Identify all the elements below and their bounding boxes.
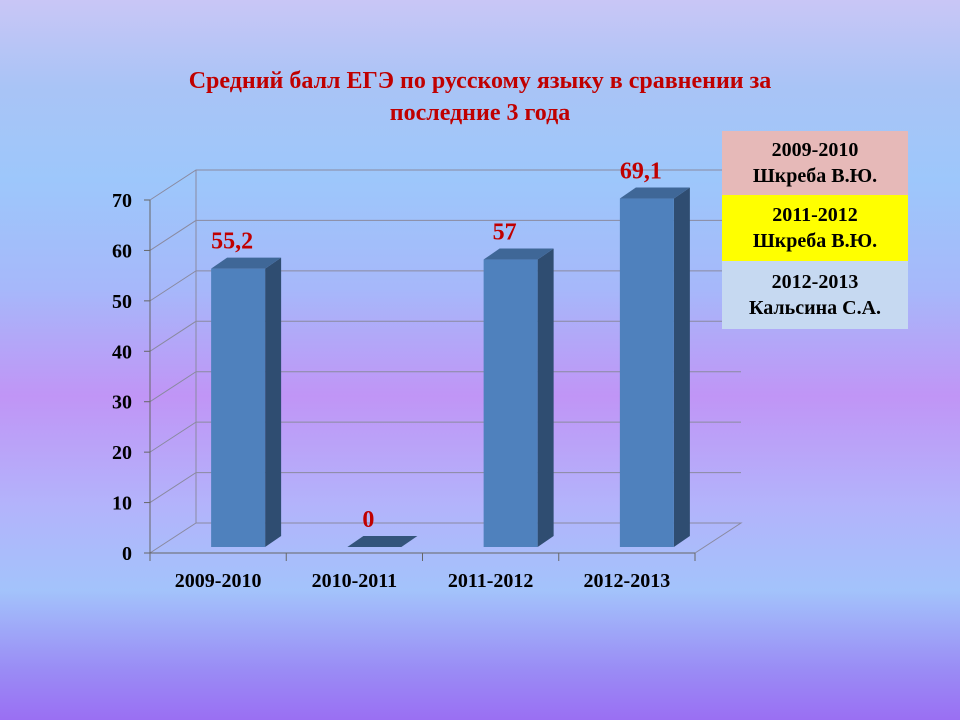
bar-2012-2013	[619, 187, 690, 547]
legend-item-teacher: Кальсина С.А.	[748, 297, 882, 319]
legend-item-teacher: Шкреба В.Ю.	[752, 165, 878, 187]
data-label: 0	[362, 507, 374, 533]
y-tick-label: 50	[112, 291, 132, 313]
y-tick-label: 30	[112, 392, 132, 414]
bar-2010-2011	[347, 536, 418, 547]
y-tick-label: 60	[112, 240, 132, 262]
labels: 0 10 20 30 40 50 60 70 55,2 2009-2010 0 2010-2011 57…	[112, 159, 670, 592]
chart-title-line-2: последние 3 года	[390, 100, 570, 126]
bar-2011-2012	[483, 248, 554, 548]
bar-top	[211, 257, 282, 269]
bar-side	[265, 257, 282, 547]
bar-top	[483, 248, 554, 260]
bar-2009-2010	[211, 257, 282, 547]
y-tick-label: 20	[112, 442, 132, 464]
legend-item-years: 2012-2013	[771, 271, 859, 293]
legend-item-2012-2013: 2012-2013 Кальсина С.А.	[722, 261, 908, 329]
bar-side	[673, 187, 690, 547]
data-label: 57	[493, 220, 517, 246]
x-tick-label: 2011-2012	[448, 570, 534, 592]
bar-front	[211, 268, 266, 547]
bar-front	[483, 259, 538, 547]
legend-item-years: 2009-2010	[771, 139, 859, 161]
x-tick-label: 2010-2011	[312, 570, 398, 592]
legend-item-2011-2012: 2011-2012 Шкреба В.Ю.	[722, 195, 908, 261]
y-tick-label: 10	[112, 493, 132, 515]
y-tick-label: 40	[112, 341, 132, 363]
data-label: 69,1	[620, 159, 662, 185]
bar-top	[347, 536, 418, 547]
legend-item-2009-2010: 2009-2010 Шкреба В.Ю.	[722, 131, 908, 195]
axes	[144, 170, 743, 561]
legend-item-teacher: Шкреба В.Ю.	[752, 230, 878, 252]
bar-top	[619, 187, 690, 199]
legend-item-years: 2011-2012	[772, 204, 858, 226]
x-tick-label: 2012-2013	[584, 570, 671, 592]
bar-front	[619, 198, 674, 547]
x-tick-label: 2009-2010	[175, 570, 262, 592]
bars	[211, 187, 690, 548]
chart-title-line-1: Средний балл ЕГЭ по русскому языку в сра…	[189, 68, 772, 94]
bar-side	[537, 248, 554, 548]
data-label: 55,2	[211, 229, 253, 255]
y-tick-label: 70	[112, 190, 132, 212]
y-tick-label: 0	[122, 543, 132, 565]
